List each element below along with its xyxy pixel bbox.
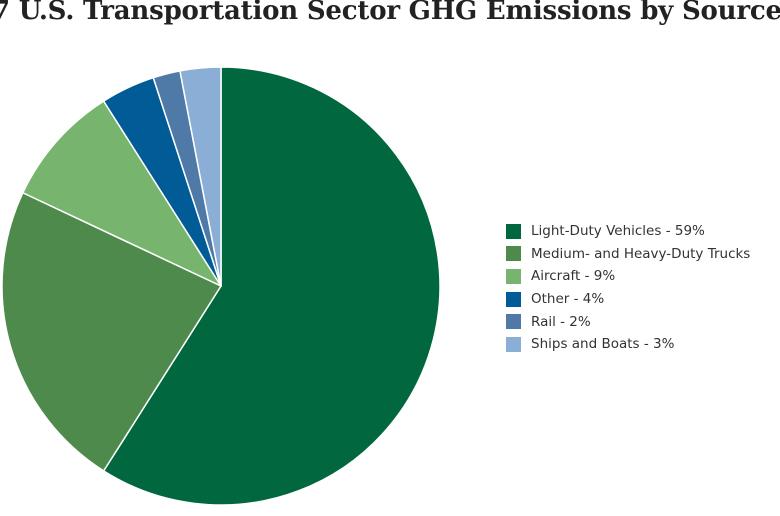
legend-label: Aircraft - 9% [531,268,616,285]
pie-slice-medium-and-heavy-duty-trucks [1,192,222,472]
pie-slice-light-duty-vehicles [102,66,441,506]
legend-label: Other - 4% [531,291,605,308]
legend-swatch [506,246,521,262]
legend-swatch [506,336,521,352]
legend-item: Rail - 2% [506,310,750,333]
legend-item: Light-Duty Vehicles - 59% [506,220,750,243]
legend-label: Ships and Boats - 3% [531,336,675,353]
pie-slices [1,66,441,506]
legend-swatch [506,314,521,330]
chart-title: 7 U.S. Transportation Sector GHG Emissio… [0,0,780,26]
legend: Light-Duty Vehicles - 59% Medium- and Hea… [506,220,750,356]
legend-item: Ships and Boats - 3% [506,333,750,356]
legend-swatch [506,223,521,239]
legend-swatch [506,268,521,284]
legend-swatch [506,291,521,307]
pie-slice-aircraft [22,100,222,287]
legend-label: Rail - 2% [531,313,591,330]
legend-label: Light-Duty Vehicles - 59% [531,223,705,240]
legend-label: Medium- and Heavy-Duty Trucks [531,245,751,262]
legend-item: Other - 4% [506,288,750,311]
pie-slice-ships-and-boats [179,66,222,287]
legend-item: Aircraft - 9% [506,265,750,288]
legend-item: Medium- and Heavy-Duty Trucks [506,243,750,266]
